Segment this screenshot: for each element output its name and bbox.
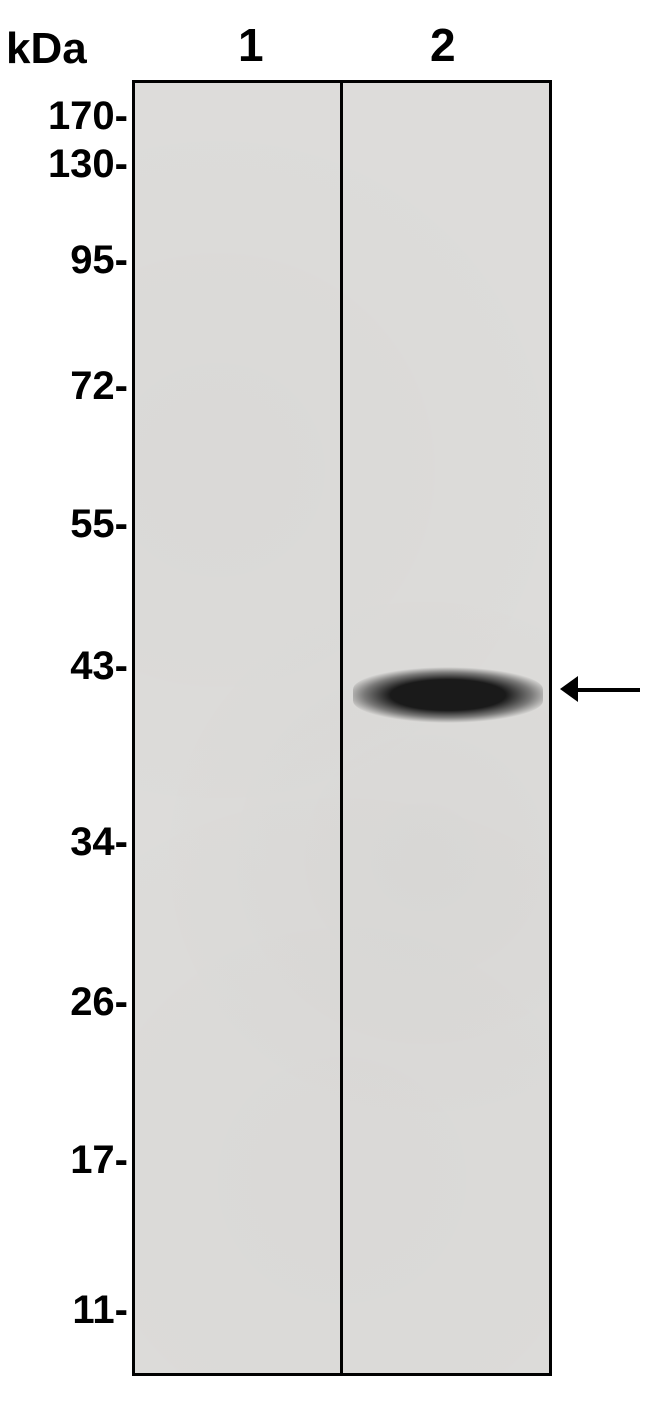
band-arrow	[0, 0, 650, 1401]
arrow-shaft	[576, 688, 640, 692]
arrow-head	[560, 676, 578, 702]
